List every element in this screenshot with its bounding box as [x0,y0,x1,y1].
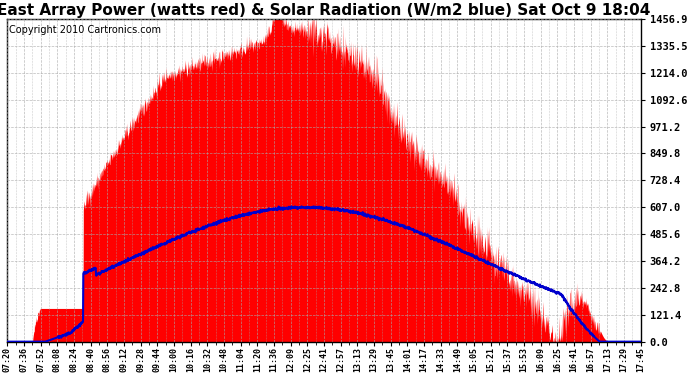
Text: Copyright 2010 Cartronics.com: Copyright 2010 Cartronics.com [8,26,161,35]
Title: East Array Power (watts red) & Solar Radiation (W/m2 blue) Sat Oct 9 18:04: East Array Power (watts red) & Solar Rad… [0,3,651,18]
